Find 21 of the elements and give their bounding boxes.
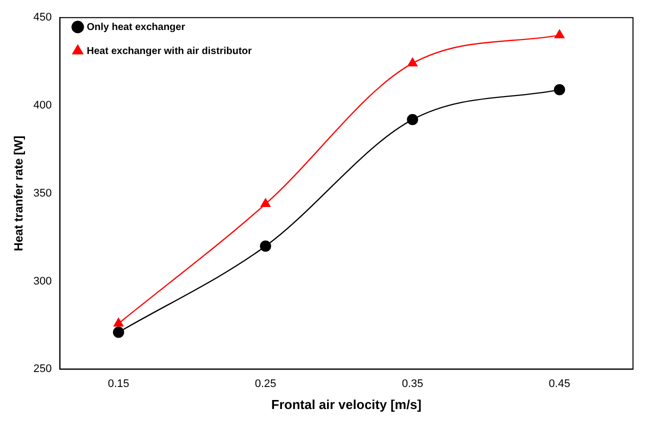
y-tick-label: 400	[33, 100, 52, 112]
y-tick-label: 250	[33, 363, 52, 376]
point	[554, 84, 566, 96]
y-tick-label: 350	[33, 187, 52, 200]
x-tick-label: 0.35	[402, 378, 424, 390]
x-axis-title: Frontal air velocity [m/s]	[271, 396, 422, 412]
point	[260, 240, 272, 252]
point	[408, 58, 418, 66]
legend-label: Only heat exchanger	[86, 22, 186, 33]
point	[260, 198, 270, 208]
y-tick-label: 300	[33, 275, 52, 288]
x-tick-label: 0.25	[254, 378, 276, 390]
x-tick-label: 0.45	[548, 378, 570, 390]
y-axis-title: Heat tranfer rate [W]	[12, 136, 26, 252]
point	[114, 318, 124, 327]
point	[406, 114, 418, 126]
point	[112, 326, 124, 338]
x-tick-label: 0.15	[108, 378, 130, 390]
legend-label: Heat exchanger with air distributor	[86, 46, 252, 57]
y-tick-label: 450	[33, 12, 52, 24]
point	[554, 30, 564, 38]
